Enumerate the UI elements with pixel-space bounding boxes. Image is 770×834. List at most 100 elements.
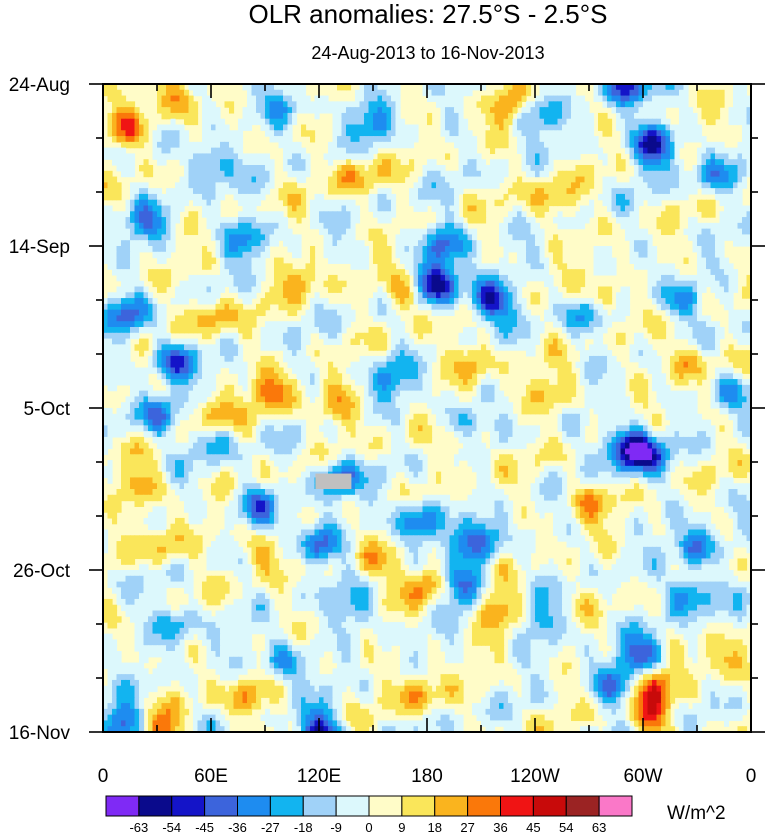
anomaly-cell [670, 193, 676, 201]
anomaly-cell [274, 269, 280, 276]
anomaly-cell [292, 298, 298, 305]
anomaly-cell [742, 361, 748, 369]
anomaly-cell [292, 269, 298, 276]
anomaly-cell [368, 298, 374, 305]
anomaly-cell [157, 269, 163, 276]
anomaly-cell [458, 84, 464, 91]
anomaly-cell [566, 332, 572, 340]
anomaly-cell [499, 315, 505, 322]
anomaly-cell [247, 240, 253, 247]
anomaly-cell [364, 107, 370, 114]
anomaly-cell [557, 321, 563, 328]
anomaly-cell [188, 327, 194, 334]
anomaly-cell [481, 280, 487, 288]
anomaly-cell [535, 222, 541, 230]
anomaly-cell [440, 199, 446, 207]
anomaly-cell [508, 95, 514, 102]
anomaly-cell [422, 292, 428, 299]
anomaly-cell [467, 228, 473, 236]
anomaly-cell [427, 234, 433, 241]
anomaly-cell [121, 332, 127, 340]
anomaly-cell [256, 107, 262, 114]
anomaly-cell [386, 367, 392, 374]
anomaly-cell [215, 222, 221, 230]
anomaly-cell [553, 292, 559, 299]
anomaly-cell [683, 355, 689, 363]
anomaly-cell [701, 188, 707, 195]
anomaly-cell [449, 188, 455, 195]
anomaly-cell [116, 107, 122, 114]
anomaly-cell [719, 240, 725, 247]
anomaly-cell [620, 112, 626, 120]
anomaly-cell [391, 274, 397, 282]
anomaly-cell [481, 211, 487, 218]
anomaly-cell [710, 182, 716, 189]
anomaly-cell [413, 205, 419, 212]
anomaly-cell [436, 165, 442, 172]
anomaly-cell [143, 240, 149, 247]
anomaly-cell [107, 263, 113, 270]
anomaly-cell [166, 355, 172, 363]
anomaly-cell [616, 165, 622, 172]
anomaly-cell [382, 101, 388, 108]
anomaly-cell [296, 159, 302, 166]
anomaly-cell [562, 118, 568, 126]
anomaly-cell [233, 193, 239, 201]
anomaly-cell [278, 112, 284, 120]
anomaly-cell [598, 350, 604, 357]
anomaly-cell [562, 298, 568, 305]
anomaly-cell [377, 95, 383, 102]
anomaly-cell [179, 136, 185, 143]
anomaly-cell [625, 182, 631, 189]
anomaly-cell [305, 355, 311, 363]
anomaly-cell [508, 303, 514, 311]
anomaly-cell [431, 344, 437, 351]
anomaly-cell [733, 182, 739, 189]
anomaly-cell [517, 176, 523, 183]
anomaly-cell [184, 228, 190, 236]
anomaly-cell [391, 315, 397, 322]
anomaly-cell [202, 141, 208, 149]
anomaly-cell [602, 84, 608, 91]
anomaly-cell [112, 118, 118, 126]
anomaly-cell [539, 112, 545, 120]
anomaly-cell [647, 367, 653, 374]
anomaly-cell [602, 309, 608, 317]
anomaly-cell [535, 298, 541, 305]
anomaly-cell [512, 332, 518, 340]
anomaly-cell [323, 240, 329, 247]
anomaly-cell [463, 286, 469, 293]
anomaly-cell [382, 338, 388, 345]
anomaly-cell [125, 280, 131, 288]
anomaly-cell [494, 101, 500, 108]
anomaly-cell [458, 170, 464, 178]
anomaly-cell [625, 292, 631, 299]
anomaly-cell [283, 188, 289, 195]
anomaly-cell [661, 292, 667, 299]
anomaly-cell [445, 112, 451, 120]
anomaly-cell [571, 217, 577, 224]
anomaly-cell [584, 112, 590, 120]
anomaly-cell [103, 327, 109, 334]
anomaly-cell [701, 176, 707, 183]
anomaly-cell [391, 118, 397, 126]
anomaly-cell [733, 153, 739, 160]
anomaly-cell [175, 217, 181, 224]
anomaly-cell [265, 130, 271, 137]
anomaly-cell [247, 199, 253, 207]
anomaly-cell [616, 309, 622, 317]
anomaly-cell [656, 367, 662, 374]
anomaly-cell [130, 373, 136, 380]
anomaly-cell [116, 112, 122, 120]
anomaly-cell [692, 188, 698, 195]
anomaly-cell [490, 107, 496, 114]
anomaly-cell [413, 355, 419, 363]
anomaly-cell [526, 228, 532, 236]
anomaly-cell [391, 84, 397, 91]
anomaly-cell [440, 263, 446, 270]
anomaly-cell [665, 95, 671, 102]
anomaly-cell [620, 367, 626, 374]
anomaly-cell [107, 373, 113, 380]
anomaly-cell [121, 107, 127, 114]
anomaly-cell [674, 361, 680, 369]
